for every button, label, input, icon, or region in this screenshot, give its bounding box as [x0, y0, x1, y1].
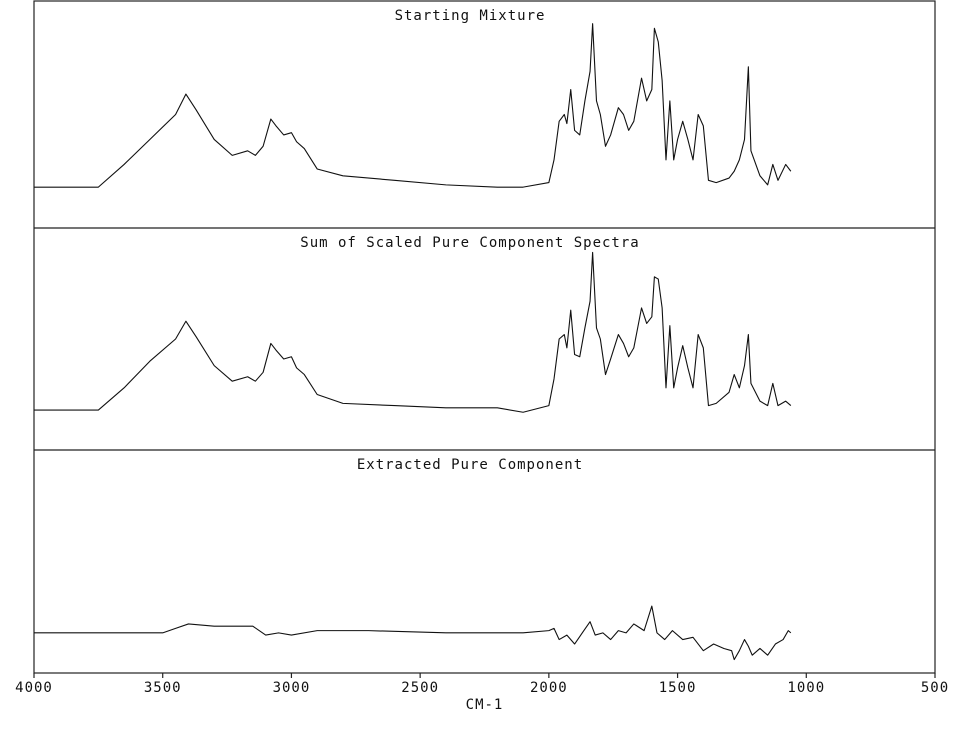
x-tick-label: 1000 — [787, 680, 825, 696]
x-tick-label: 500 — [921, 680, 949, 696]
panel-title: Sum of Scaled Pure Component Spectra — [300, 235, 639, 251]
x-tick-label: 4000 — [15, 680, 53, 696]
x-axis-label: CM-1 — [466, 697, 504, 713]
spectrum-line — [34, 23, 792, 188]
x-tick-label: 3500 — [144, 680, 182, 696]
x-tick-label: 2000 — [530, 680, 568, 696]
spectrum-line — [34, 605, 792, 661]
panel-title: Extracted Pure Component — [357, 457, 583, 473]
spectrum-line — [34, 251, 792, 413]
x-tick-label: 3000 — [273, 680, 311, 696]
plot-frame — [33, 0, 936, 674]
x-tick-label: 1500 — [659, 680, 697, 696]
x-tick-label: 2500 — [401, 680, 439, 696]
panel-title: Starting Mixture — [395, 8, 546, 24]
